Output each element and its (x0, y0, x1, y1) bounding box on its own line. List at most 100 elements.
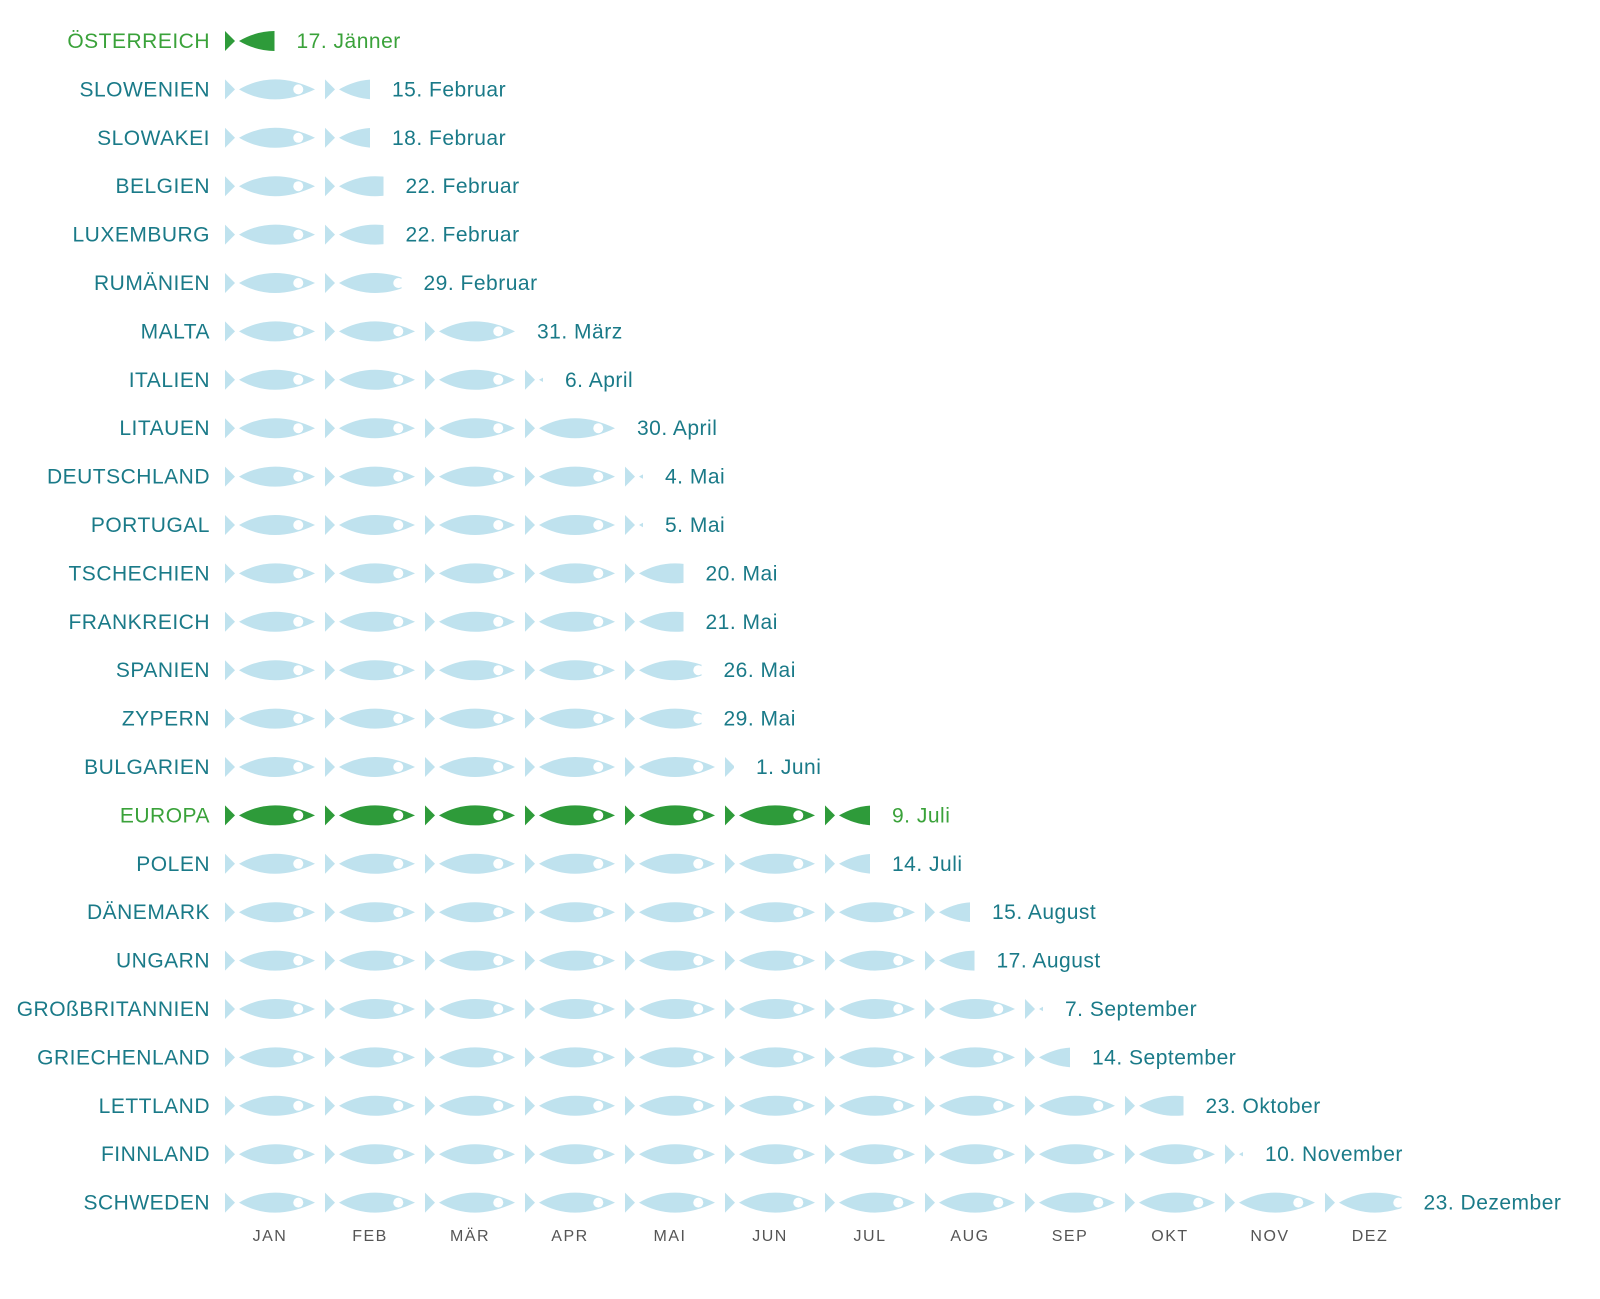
fish-eye (293, 1100, 304, 1111)
fish-body (539, 1095, 615, 1116)
fish-body (539, 708, 615, 729)
fish-body (339, 611, 415, 632)
fish-mark-full (625, 1144, 715, 1165)
fish-eye (493, 520, 504, 530)
fish-mark-full (725, 950, 815, 971)
fish-tail (525, 853, 535, 874)
fish-mark-full (425, 418, 515, 439)
fish-mark-full (425, 321, 515, 342)
fish-eye (493, 665, 504, 676)
date-label: 6. April (565, 369, 633, 392)
fish-mark-full (225, 902, 315, 923)
fish-tail (225, 369, 235, 390)
fish-mark-partial (1225, 1144, 1243, 1165)
fish-eye (493, 568, 504, 579)
fish-mark-full (625, 950, 715, 971)
fish-mark-full (525, 563, 615, 584)
fish-body (239, 515, 315, 535)
fish-mark-full (925, 1095, 1015, 1116)
fish-tail (325, 418, 335, 439)
fish-mark-full (725, 1144, 815, 1165)
fish-mark-full (1025, 1192, 1115, 1213)
fish-mark-full (1025, 1144, 1115, 1165)
fish-tail (525, 950, 535, 971)
chart-row: SLOWENIEN 15. Februar (79, 78, 505, 101)
fish-body (239, 853, 315, 874)
fish-mark-full (425, 805, 515, 826)
fish-mark-full (325, 999, 415, 1019)
fish-body (339, 128, 370, 148)
fish-body (539, 377, 543, 382)
fish-mark-full (825, 1047, 915, 1068)
fish-body (339, 1095, 415, 1116)
fish-tail (325, 1192, 335, 1213)
fish-mark-full (625, 805, 715, 826)
fish-body (639, 522, 643, 528)
fish-mark-full (725, 805, 815, 826)
fish-body (439, 1095, 515, 1116)
fish-tail (625, 805, 635, 826)
date-label: 7. September (1065, 998, 1197, 1021)
fish-mark-full (325, 853, 415, 874)
fish-eye (593, 1052, 604, 1063)
fish-tail (425, 805, 435, 826)
chart-row: DEUTSCHLAND 4. Mai (47, 466, 725, 489)
fish-eye (293, 278, 304, 288)
month-tick-label: MÄR (450, 1227, 490, 1245)
fish-eye (693, 1100, 704, 1111)
fish-mark-full (625, 999, 715, 1019)
fish-body (839, 999, 915, 1019)
fish-tail (625, 757, 635, 777)
fish-mark-full (425, 757, 515, 777)
fish-tail (825, 1192, 835, 1213)
month-tick-label: JAN (253, 1228, 288, 1245)
fish-mark-full (225, 515, 315, 535)
fish-mark-partial (1125, 1095, 1184, 1116)
fish-tail (225, 660, 235, 681)
fish-eye (493, 423, 504, 434)
fish-body (539, 1144, 615, 1165)
fish-mark-full (325, 611, 415, 632)
fish-mark-partial (825, 853, 870, 874)
fish-mark-partial (925, 950, 975, 971)
fish-eye (793, 955, 804, 966)
country-label: LITAUEN (119, 417, 210, 440)
chart-row: BULGARIEN 1. Juni (84, 756, 821, 779)
fish-mark-partial (1025, 999, 1043, 1019)
fish-eye (993, 1197, 1004, 1208)
fish-tail (325, 757, 335, 777)
fish-tail (425, 563, 435, 584)
chart-row: SLOWAKEI 18. Februar (97, 127, 505, 150)
fish-mark-full (225, 79, 315, 100)
date-label: 23. Dezember (1424, 1192, 1562, 1215)
fish-body (539, 1192, 615, 1213)
fish-body (539, 950, 615, 971)
fish-tail (225, 176, 235, 197)
fish-eye (393, 858, 404, 869)
fish-tail (725, 950, 735, 971)
fish-mark-full (425, 660, 515, 681)
fish-eye (293, 423, 304, 434)
fish-tail (325, 369, 335, 390)
fish-eye (293, 181, 304, 192)
country-label: SCHWEDEN (83, 1192, 210, 1215)
date-label: 29. Mai (724, 708, 796, 731)
chart-row: FRANKREICH 21. Mai (68, 611, 777, 634)
fish-eye (1293, 1197, 1304, 1208)
fish-eye (793, 858, 804, 869)
fish-eye (593, 1197, 604, 1208)
fish-mark-full (325, 466, 415, 487)
fish-tail (225, 515, 235, 535)
country-label: SPANIEN (116, 659, 210, 682)
fish-eye (293, 762, 304, 772)
fish-eye (293, 810, 304, 821)
fish-eye (393, 1100, 404, 1111)
fish-mark-full (425, 999, 515, 1019)
fish-body (839, 1192, 915, 1213)
chart-row: LUXEMBURG 22. Februar (72, 224, 519, 247)
date-label: 14. September (1092, 1046, 1236, 1069)
chart-row: GROßBRITANNIEN 7. September (17, 998, 1197, 1021)
fish-eye (293, 907, 304, 918)
fish-mark-full (225, 224, 315, 245)
fish-body (639, 1192, 715, 1213)
